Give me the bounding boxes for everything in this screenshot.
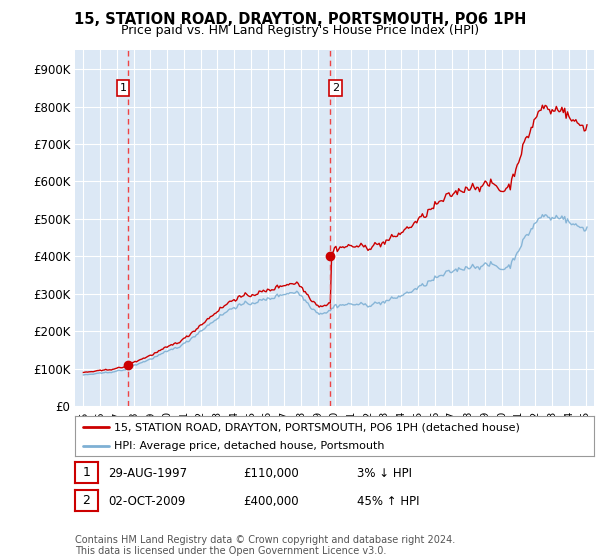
Text: 45% ↑ HPI: 45% ↑ HPI [357, 494, 419, 508]
Text: 1: 1 [119, 83, 127, 93]
Text: 29-AUG-1997: 29-AUG-1997 [108, 466, 187, 480]
Text: 2: 2 [332, 83, 339, 93]
Text: Contains HM Land Registry data © Crown copyright and database right 2024.
This d: Contains HM Land Registry data © Crown c… [75, 535, 455, 557]
Text: 2: 2 [82, 494, 91, 507]
Text: 15, STATION ROAD, DRAYTON, PORTSMOUTH, PO6 1PH: 15, STATION ROAD, DRAYTON, PORTSMOUTH, P… [74, 12, 526, 27]
Text: 02-OCT-2009: 02-OCT-2009 [108, 494, 185, 508]
Text: HPI: Average price, detached house, Portsmouth: HPI: Average price, detached house, Port… [114, 441, 385, 451]
Text: £400,000: £400,000 [243, 494, 299, 508]
Text: 1: 1 [82, 466, 91, 479]
Text: 15, STATION ROAD, DRAYTON, PORTSMOUTH, PO6 1PH (detached house): 15, STATION ROAD, DRAYTON, PORTSMOUTH, P… [114, 422, 520, 432]
Text: 3% ↓ HPI: 3% ↓ HPI [357, 466, 412, 480]
Text: £110,000: £110,000 [243, 466, 299, 480]
Text: Price paid vs. HM Land Registry's House Price Index (HPI): Price paid vs. HM Land Registry's House … [121, 24, 479, 37]
